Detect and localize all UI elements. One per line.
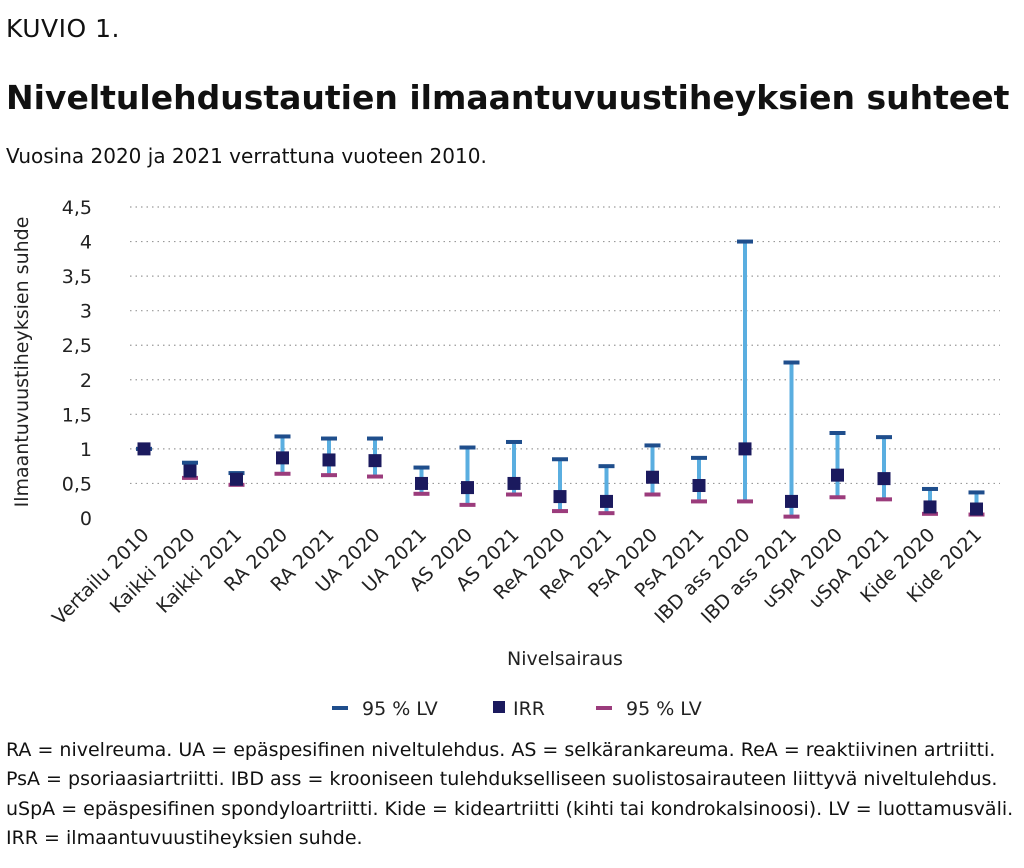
irr-point [183, 464, 197, 478]
lower-ci-mark [829, 495, 846, 500]
lower-ci-mark [737, 499, 753, 504]
y-tick-label: 0 [80, 508, 92, 530]
irr-point [923, 500, 937, 514]
irr-point [970, 502, 983, 516]
chart-title: Niveltulehdustautien ilmaantuvuustiheyks… [6, 78, 1010, 117]
upper-ci-mark [459, 445, 476, 450]
upper-ci-mark [737, 239, 753, 244]
gridlines [130, 206, 1000, 485]
y-tick-label: 0,5 [62, 473, 92, 495]
lower-ci-mark [644, 492, 661, 497]
y-tick-label: 2,5 [62, 335, 92, 357]
irr-point [600, 494, 613, 508]
y-tick-label: 3 [80, 301, 92, 323]
lower-ci-mark [274, 471, 291, 476]
irr-point [415, 476, 428, 490]
lower-ci-mark [691, 499, 707, 504]
irr-point [738, 442, 752, 456]
chart-subtitle: Vuosina 2020 ja 2021 verrattuna vuoteen … [6, 144, 487, 168]
lower-ci-mark [459, 502, 476, 507]
y-axis-ticks: 0 0,5 1 1,5 2 2,5 3 3,5 4 4,5 [62, 197, 92, 530]
upper-ci-mark [413, 465, 430, 470]
lower-ci-mark [321, 473, 337, 478]
y-axis-title: Ilmaantuvuustiheyksien suhde [11, 217, 33, 508]
upper-ci-mark [506, 439, 522, 444]
irr-point [322, 453, 336, 467]
legend-upper-label: 95 % LV [362, 698, 438, 720]
upper-ci-mark [598, 464, 615, 469]
upper-ci-mark [829, 430, 846, 435]
irr-point [553, 490, 567, 504]
y-tick-label: 2 [80, 370, 92, 392]
lower-ci-mark [367, 474, 383, 479]
confidence-bars [136, 239, 985, 519]
irr-point [785, 494, 798, 508]
upper-ci-mark [691, 455, 707, 460]
irr-chart: 0 0,5 1 1,5 2 2,5 3 3,5 4 4,5 Ilmaantuvuustiheyks… [11, 197, 1000, 720]
legend: 95 % LV IRR 95 % LV [332, 698, 702, 720]
upper-ci-mark [321, 436, 337, 441]
lower-ci-mark [413, 491, 430, 496]
legend-upper-marker [332, 706, 348, 710]
upper-ci-mark [922, 486, 938, 491]
irr-point [276, 451, 289, 465]
irr-point [461, 481, 474, 495]
upper-ci-mark [182, 460, 198, 465]
lower-ci-mark [598, 511, 615, 516]
upper-ci-mark [644, 443, 661, 448]
legend-lower-label: 95 % LV [626, 698, 702, 720]
irr-point [877, 472, 891, 486]
legend-irr-label: IRR [513, 698, 545, 720]
lower-ci-mark [182, 475, 198, 480]
upper-ci-mark [968, 490, 985, 495]
upper-ci-mark [274, 434, 291, 439]
lower-ci-mark [506, 492, 522, 497]
lower-ci-mark [876, 497, 892, 502]
irr-point [230, 472, 243, 486]
legend-lower: 95 % LV [596, 698, 702, 720]
x-axis-title: Nivelsairaus [507, 648, 623, 670]
irr-point [137, 442, 151, 456]
irr-point [646, 470, 659, 484]
y-tick-label: 1 [80, 439, 92, 461]
y-tick-label: 4,5 [62, 197, 92, 219]
upper-ci-mark [876, 435, 892, 440]
legend-irr: IRR [493, 698, 545, 720]
legend-upper: 95 % LV [332, 698, 438, 720]
legend-irr-marker [493, 701, 505, 713]
lower-ci-mark [552, 509, 568, 514]
irr-point [831, 468, 844, 482]
lower-ci-mark [922, 511, 938, 516]
y-tick-label: 4 [80, 232, 92, 254]
lower-ci-mark [783, 514, 800, 519]
y-tick-label: 1,5 [62, 404, 92, 426]
footnote: RA = nivelreuma. UA = epäspesifinen nive… [6, 739, 1014, 850]
y-tick-label: 3,5 [62, 266, 92, 288]
irr-point [692, 479, 706, 493]
upper-ci-mark [367, 436, 383, 441]
upper-ci-mark [552, 457, 568, 462]
irr-point [368, 454, 382, 468]
figure-label: KUVIO 1. [6, 14, 120, 43]
legend-lower-marker [596, 706, 612, 710]
upper-ci-mark [783, 360, 800, 365]
irr-point [507, 476, 521, 490]
